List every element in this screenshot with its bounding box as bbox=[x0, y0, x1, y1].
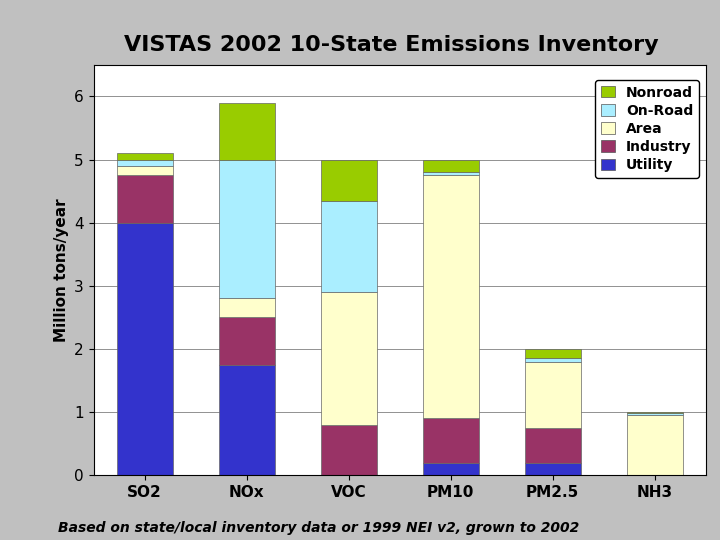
Bar bbox=[525, 349, 580, 359]
Bar bbox=[117, 222, 173, 475]
Bar bbox=[117, 159, 173, 166]
Bar bbox=[525, 428, 580, 463]
Bar bbox=[525, 359, 580, 362]
Bar bbox=[423, 159, 479, 172]
Bar bbox=[320, 200, 377, 292]
Bar bbox=[626, 415, 683, 475]
Bar bbox=[320, 159, 377, 200]
Bar bbox=[219, 103, 274, 159]
Bar bbox=[219, 299, 274, 318]
Bar bbox=[423, 176, 479, 418]
Bar bbox=[117, 166, 173, 176]
Bar bbox=[525, 362, 580, 428]
Bar bbox=[320, 292, 377, 424]
Text: VISTAS 2002 10-State Emissions Inventory: VISTAS 2002 10-State Emissions Inventory bbox=[125, 35, 659, 55]
Bar bbox=[117, 153, 173, 159]
Bar bbox=[320, 424, 377, 475]
Bar bbox=[219, 364, 274, 475]
Bar bbox=[626, 413, 683, 415]
Text: Based on state/local inventory data or 1999 NEI v2, grown to 2002: Based on state/local inventory data or 1… bbox=[58, 521, 579, 535]
Legend: Nonroad, On-Road, Area, Industry, Utility: Nonroad, On-Road, Area, Industry, Utilit… bbox=[595, 80, 698, 178]
Bar bbox=[525, 463, 580, 475]
Bar bbox=[423, 172, 479, 176]
Y-axis label: Million tons/year: Million tons/year bbox=[53, 198, 68, 342]
Bar bbox=[423, 418, 479, 463]
Bar bbox=[219, 159, 274, 299]
Bar bbox=[423, 463, 479, 475]
Bar bbox=[626, 412, 683, 413]
Bar bbox=[219, 318, 274, 364]
Bar bbox=[117, 176, 173, 222]
